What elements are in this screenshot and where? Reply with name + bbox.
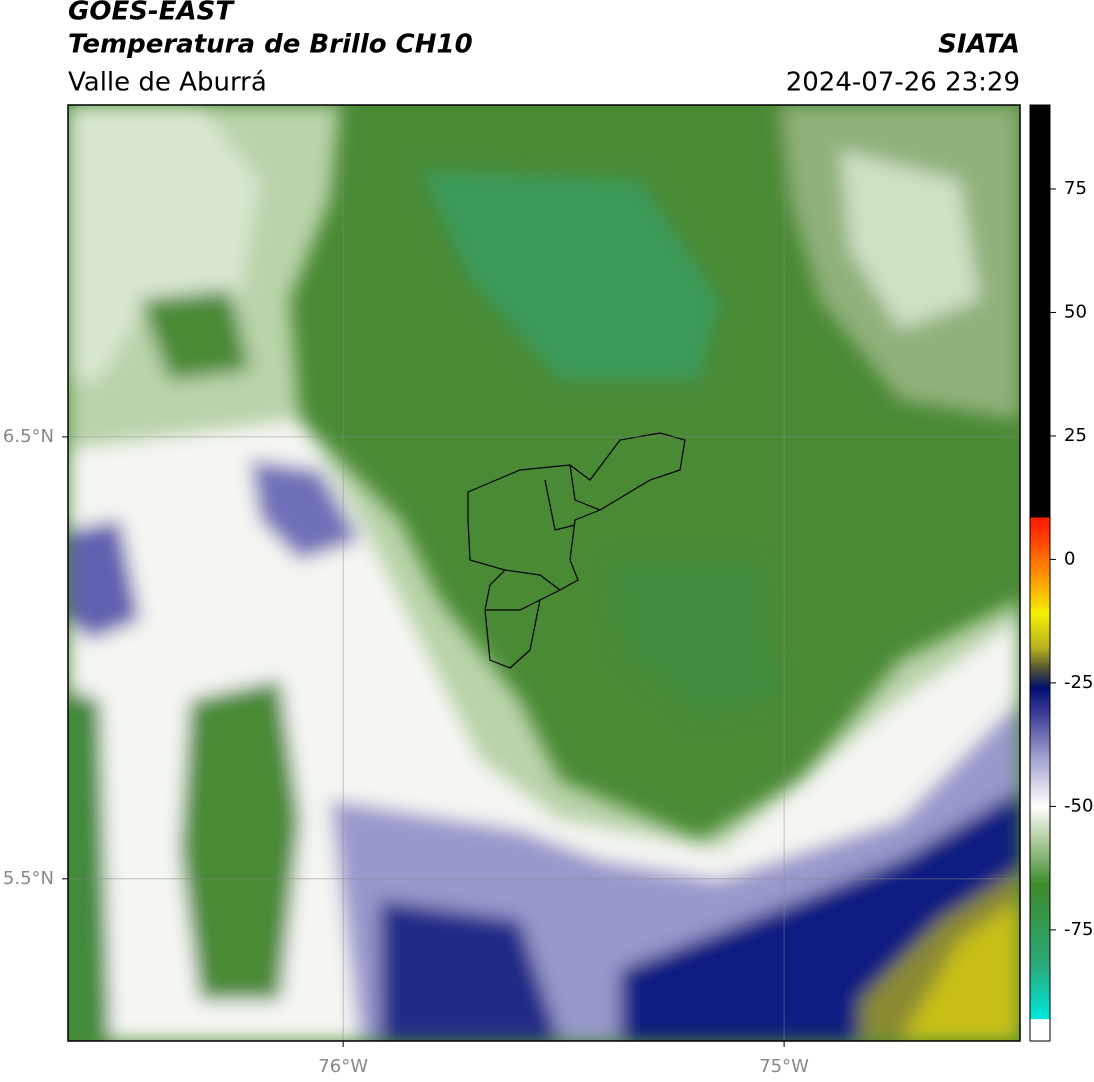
subtitle: Valle de Aburrá [68,68,267,98]
y-tick-label: 5.5°N [3,868,54,889]
title-line: GOES-EAST [68,0,235,27]
colorbar-label: -50 [1064,795,1093,816]
temperature-field [68,105,1020,1041]
colorbar-label: 25 [1064,425,1087,446]
map-frame [67,104,1021,1042]
municipal-boundaries [467,432,686,669]
x-tick-label: 76°W [318,1056,368,1077]
colorbar-label: 0 [1064,548,1075,569]
source: SIATA [938,30,1020,60]
datetime: 2024-07-26 23:29 [786,68,1020,98]
colorbar-label: -75 [1064,919,1093,940]
x-tick-label: 75°W [759,1056,809,1077]
y-tick-label: 6.5°N [3,426,54,447]
colorbar-label: -25 [1064,672,1093,693]
title-line: Temperatura de Brillo CH10 [68,30,473,60]
colorbar-label: 75 [1064,178,1087,199]
colorbar [1029,104,1051,1042]
colorbar-label: 50 [1064,301,1087,322]
graticule [68,105,1020,1041]
